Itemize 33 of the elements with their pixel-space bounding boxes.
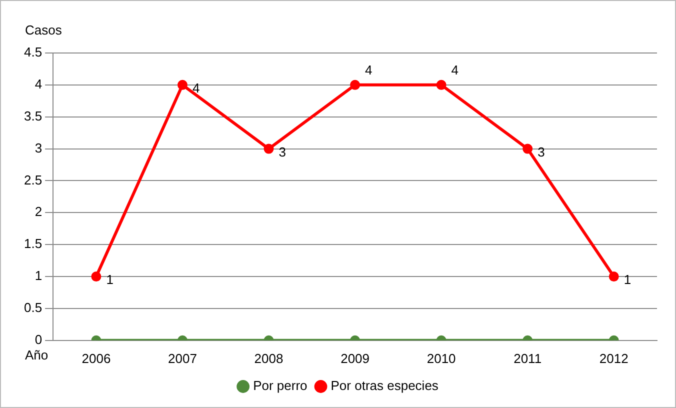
y-tick-label: 2 <box>34 204 42 220</box>
y-axis-title: Casos <box>25 22 62 38</box>
data-label: 3 <box>538 144 545 160</box>
point <box>436 80 446 90</box>
data-label: 4 <box>192 80 200 96</box>
y-tick-label: 3.5 <box>24 108 42 124</box>
x-tick-label: 2006 <box>82 350 111 366</box>
y-tick-label: 2.5 <box>24 172 42 188</box>
point <box>177 80 188 90</box>
x-tick-label: 2012 <box>599 350 628 366</box>
data-label: 4 <box>451 62 459 78</box>
data-label: 4 <box>365 62 372 78</box>
y-tick-label: 1 <box>34 268 42 284</box>
legend-label: Por perro <box>253 378 308 394</box>
x-tick-label: 2010 <box>426 350 456 366</box>
y-tick-label: 3 <box>34 140 42 156</box>
y-tick-label: 4.5 <box>24 44 42 60</box>
legend-label: Por otras especies <box>330 378 439 394</box>
x-tick-label: 2007 <box>168 350 197 366</box>
data-label: 1 <box>106 272 114 288</box>
y-tick-label: 0 <box>34 332 42 347</box>
point <box>264 144 274 154</box>
x-tick-label: 2008 <box>254 350 284 366</box>
x-tick-label: 2009 <box>340 350 370 366</box>
point <box>350 80 360 90</box>
y-tick-label: 0.5 <box>24 300 42 316</box>
y-tick-label: 4 <box>34 76 42 92</box>
x-tick-label: 2011 <box>514 350 542 366</box>
data-label: 3 <box>278 144 286 160</box>
data-label: 1 <box>624 272 632 288</box>
point <box>522 144 533 154</box>
x-axis-title: Año <box>25 347 48 362</box>
y-tick-label: 1.5 <box>24 236 42 252</box>
